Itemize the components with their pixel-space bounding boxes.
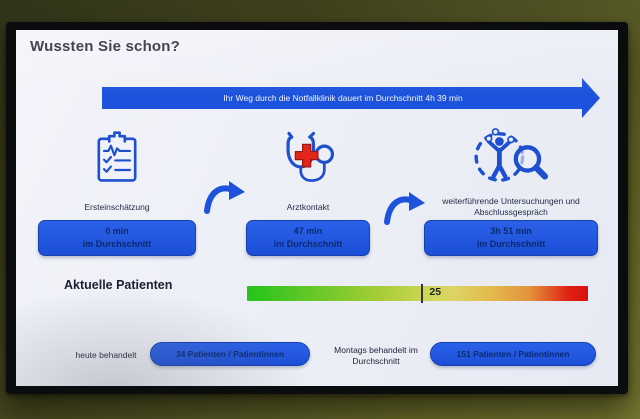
stage-triage: Ersteinschätzung 0 min im Durchschnitt bbox=[38, 126, 196, 256]
clipboard-checklist-icon bbox=[91, 126, 143, 188]
stage-duration-caption: im Durchschnitt bbox=[273, 239, 343, 249]
gauge-marker-group: 25 bbox=[420, 284, 442, 303]
next-step-arrow-icon bbox=[202, 180, 246, 219]
journey-arrow-body bbox=[102, 87, 584, 109]
stage-duration-badge: 0 min im Durchschnitt bbox=[38, 220, 196, 256]
today-treated-badge: 34 Patienten / Patientinnen bbox=[150, 342, 310, 366]
today-treated-value: 34 Patienten / Patientinnen bbox=[175, 349, 285, 359]
stage-duration-value: 0 min bbox=[105, 226, 129, 236]
today-treated-label: heute behandelt bbox=[75, 350, 137, 360]
stage-duration-value: 3h 51 min bbox=[490, 226, 532, 236]
monday-average-value: 151 Patienten / Patientinnen bbox=[456, 349, 570, 359]
patients-gauge-bar: 25 bbox=[247, 284, 588, 303]
tv-display: Wussten Sie schon? Ihr Weg durch die Not… bbox=[6, 22, 628, 394]
dashboard-screen: Wussten Sie schon? Ihr Weg durch die Not… bbox=[16, 30, 618, 386]
stage-doctor-contact: Arztkontakt 47 min im Durchschnitt bbox=[246, 126, 370, 256]
stage-label: Arztkontakt bbox=[286, 201, 330, 212]
gauge-value: 25 bbox=[429, 286, 442, 298]
current-patients-label: Aktuelle Patienten bbox=[64, 278, 173, 292]
stage-duration-caption: im Durchschnitt bbox=[476, 239, 546, 249]
stage-duration-value: 47 min bbox=[293, 226, 323, 236]
journey-arrow-head-icon bbox=[582, 78, 600, 118]
next-step-arrow-icon bbox=[382, 191, 426, 230]
patient-search-icon bbox=[470, 126, 552, 188]
gauge-marker bbox=[420, 284, 424, 303]
journey-arrow: Ihr Weg durch die Notfallklinik dauert i… bbox=[102, 78, 600, 118]
stage-duration-caption: im Durchschnitt bbox=[82, 239, 152, 249]
stage-duration-badge: 47 min im Durchschnitt bbox=[246, 220, 370, 256]
stage-further-examination: weiterführende Untersuchungen und Abschl… bbox=[424, 126, 598, 256]
stage-label: weiterführende Untersuchungen und Abschl… bbox=[442, 196, 580, 217]
journey-arrow-label: Ihr Weg durch die Notfallklinik dauert i… bbox=[223, 93, 463, 103]
stethoscope-icon bbox=[279, 126, 337, 188]
page-title: Wussten Sie schon? bbox=[30, 38, 181, 55]
monday-average-badge: 151 Patienten / Patientinnen bbox=[430, 342, 596, 366]
monday-average-label: Montags behandelt im Durchschnitt bbox=[334, 345, 418, 366]
stage-label: Ersteinschätzung bbox=[84, 201, 150, 212]
stage-duration-badge: 3h 51 min im Durchschnitt bbox=[424, 220, 598, 256]
